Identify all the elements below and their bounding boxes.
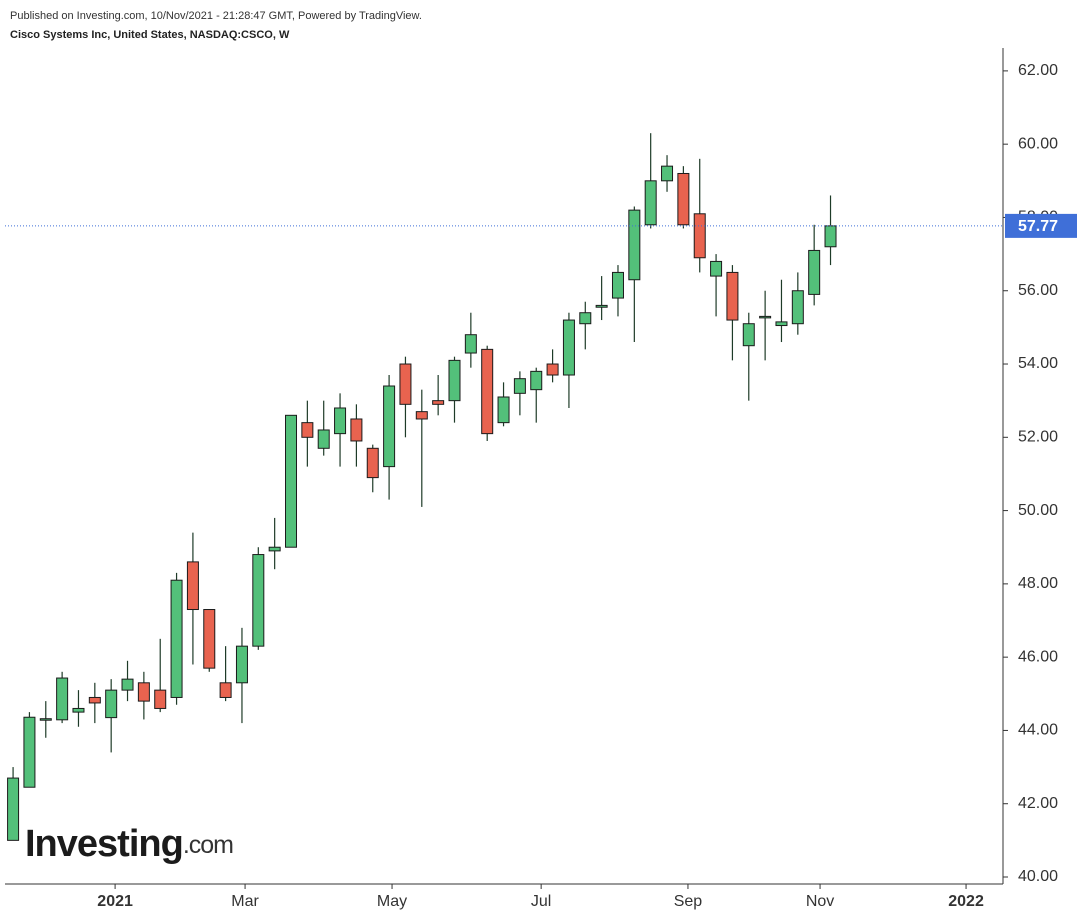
candle-body [710,260,723,277]
y-tick-label: 50.00 [1018,502,1058,519]
x-tick-label: Sep [674,893,703,910]
candle-body [301,422,314,438]
candle-body [7,777,20,841]
candle-body [203,609,216,669]
y-tick-label: 40.00 [1018,868,1058,885]
last-price-label: 57.77 [1018,218,1058,235]
candle-body [88,696,101,704]
candle-body [219,682,232,698]
x-tick-label: Nov [806,893,834,910]
candle-body [791,290,804,325]
candle-body [628,209,641,281]
candle-body [23,716,36,788]
candle-body [334,407,347,435]
y-tick-label: 52.00 [1018,429,1058,446]
candle-body [693,213,706,259]
candle-body [677,172,690,226]
x-tick-label: Mar [231,893,259,910]
candle-body [513,378,526,394]
last-price-box [1005,213,1077,238]
candle-body [661,165,674,182]
candle-body [579,312,592,325]
candle-body [154,689,167,709]
y-tick-label: 54.00 [1018,355,1058,372]
y-tick-label: 62.00 [1018,62,1058,79]
candle-body [611,271,624,299]
candle-body [317,429,330,449]
published-note: Published on Investing.com, 10/Nov/2021 … [10,10,422,22]
candle-body [497,396,510,424]
y-tick-label: 60.00 [1018,135,1058,152]
x-tick-label: May [377,893,407,910]
symbol-title: Cisco Systems Inc, United States, NASDAQ… [10,29,290,41]
candle-body [366,447,379,479]
y-tick-label: 42.00 [1018,795,1058,812]
candle-body [285,414,298,548]
x-tick-label: Jul [531,893,551,910]
candle-body [399,363,412,405]
candle-body [383,385,396,468]
candle-body [121,678,134,691]
candle-body [350,418,363,442]
candle-body [137,682,150,702]
candle-body [644,180,657,226]
candle-body [742,323,755,347]
x-tick-label: 2022 [948,893,984,910]
candle-body [546,363,559,376]
candle-body [105,689,118,719]
candle-body [252,554,265,647]
y-tick-label: 44.00 [1018,722,1058,739]
candle-body [562,319,575,376]
candle-body [775,321,788,327]
candle-body [530,370,543,391]
y-tick-label: 56.00 [1018,282,1058,299]
candle-body [448,359,461,402]
candle-body [268,546,281,552]
candle-body [72,707,85,713]
candle-body [235,645,248,684]
x-tick-label: 2021 [97,893,133,910]
candle-body [186,561,199,611]
candle-body [432,400,445,405]
candle-body [39,718,52,721]
candle-body [726,271,739,321]
logo-suffix: .com [183,831,233,859]
y-tick-label: 46.00 [1018,648,1058,665]
candle-body [56,677,69,721]
candle-body [415,411,428,420]
logo-brand: Investing.com [25,823,233,865]
candle-body [595,304,608,308]
candle-body [759,315,772,319]
candle-body [170,579,183,698]
candle-body [481,348,494,435]
logo-brand-text: Investing [25,823,183,865]
y-tick-label: 48.00 [1018,575,1058,592]
candle-body [808,249,821,295]
candle-body [464,334,477,354]
candle-body [824,225,837,248]
